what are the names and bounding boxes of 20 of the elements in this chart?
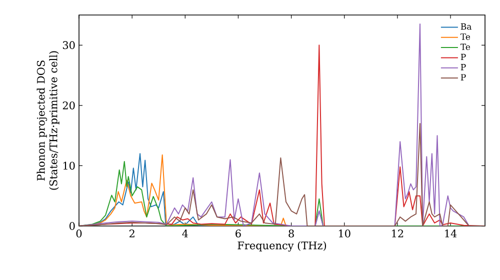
x-tick-label: 14 — [445, 230, 457, 238]
y-axis-title: Phonon projected DOS (States/THz·primitive cell) — [36, 51, 60, 190]
legend-label: P — [460, 54, 466, 60]
legend-label: Ba — [460, 23, 472, 30]
y-tick-label: 10 — [63, 162, 75, 170]
y-tick-label: 30 — [62, 41, 75, 50]
legend-label: P — [460, 64, 466, 70]
x-tick-label: 12 — [392, 230, 404, 238]
x-tick-label: 10 — [338, 230, 350, 238]
x-tick-label: 8 — [288, 230, 294, 238]
x-tick-label: 2 — [129, 230, 134, 238]
legend-label: Te — [460, 44, 470, 50]
x-axis-title: Frequency (THz) — [238, 241, 326, 252]
y-tick-label: 20 — [62, 101, 75, 110]
x-tick-label: 0 — [76, 230, 82, 238]
y-tick-label: 0 — [70, 222, 75, 230]
legend-label: Te — [460, 34, 470, 40]
legend-label: P — [460, 74, 466, 80]
x-tick-label: 6 — [236, 230, 241, 238]
x-tick-label: 4 — [182, 230, 188, 238]
